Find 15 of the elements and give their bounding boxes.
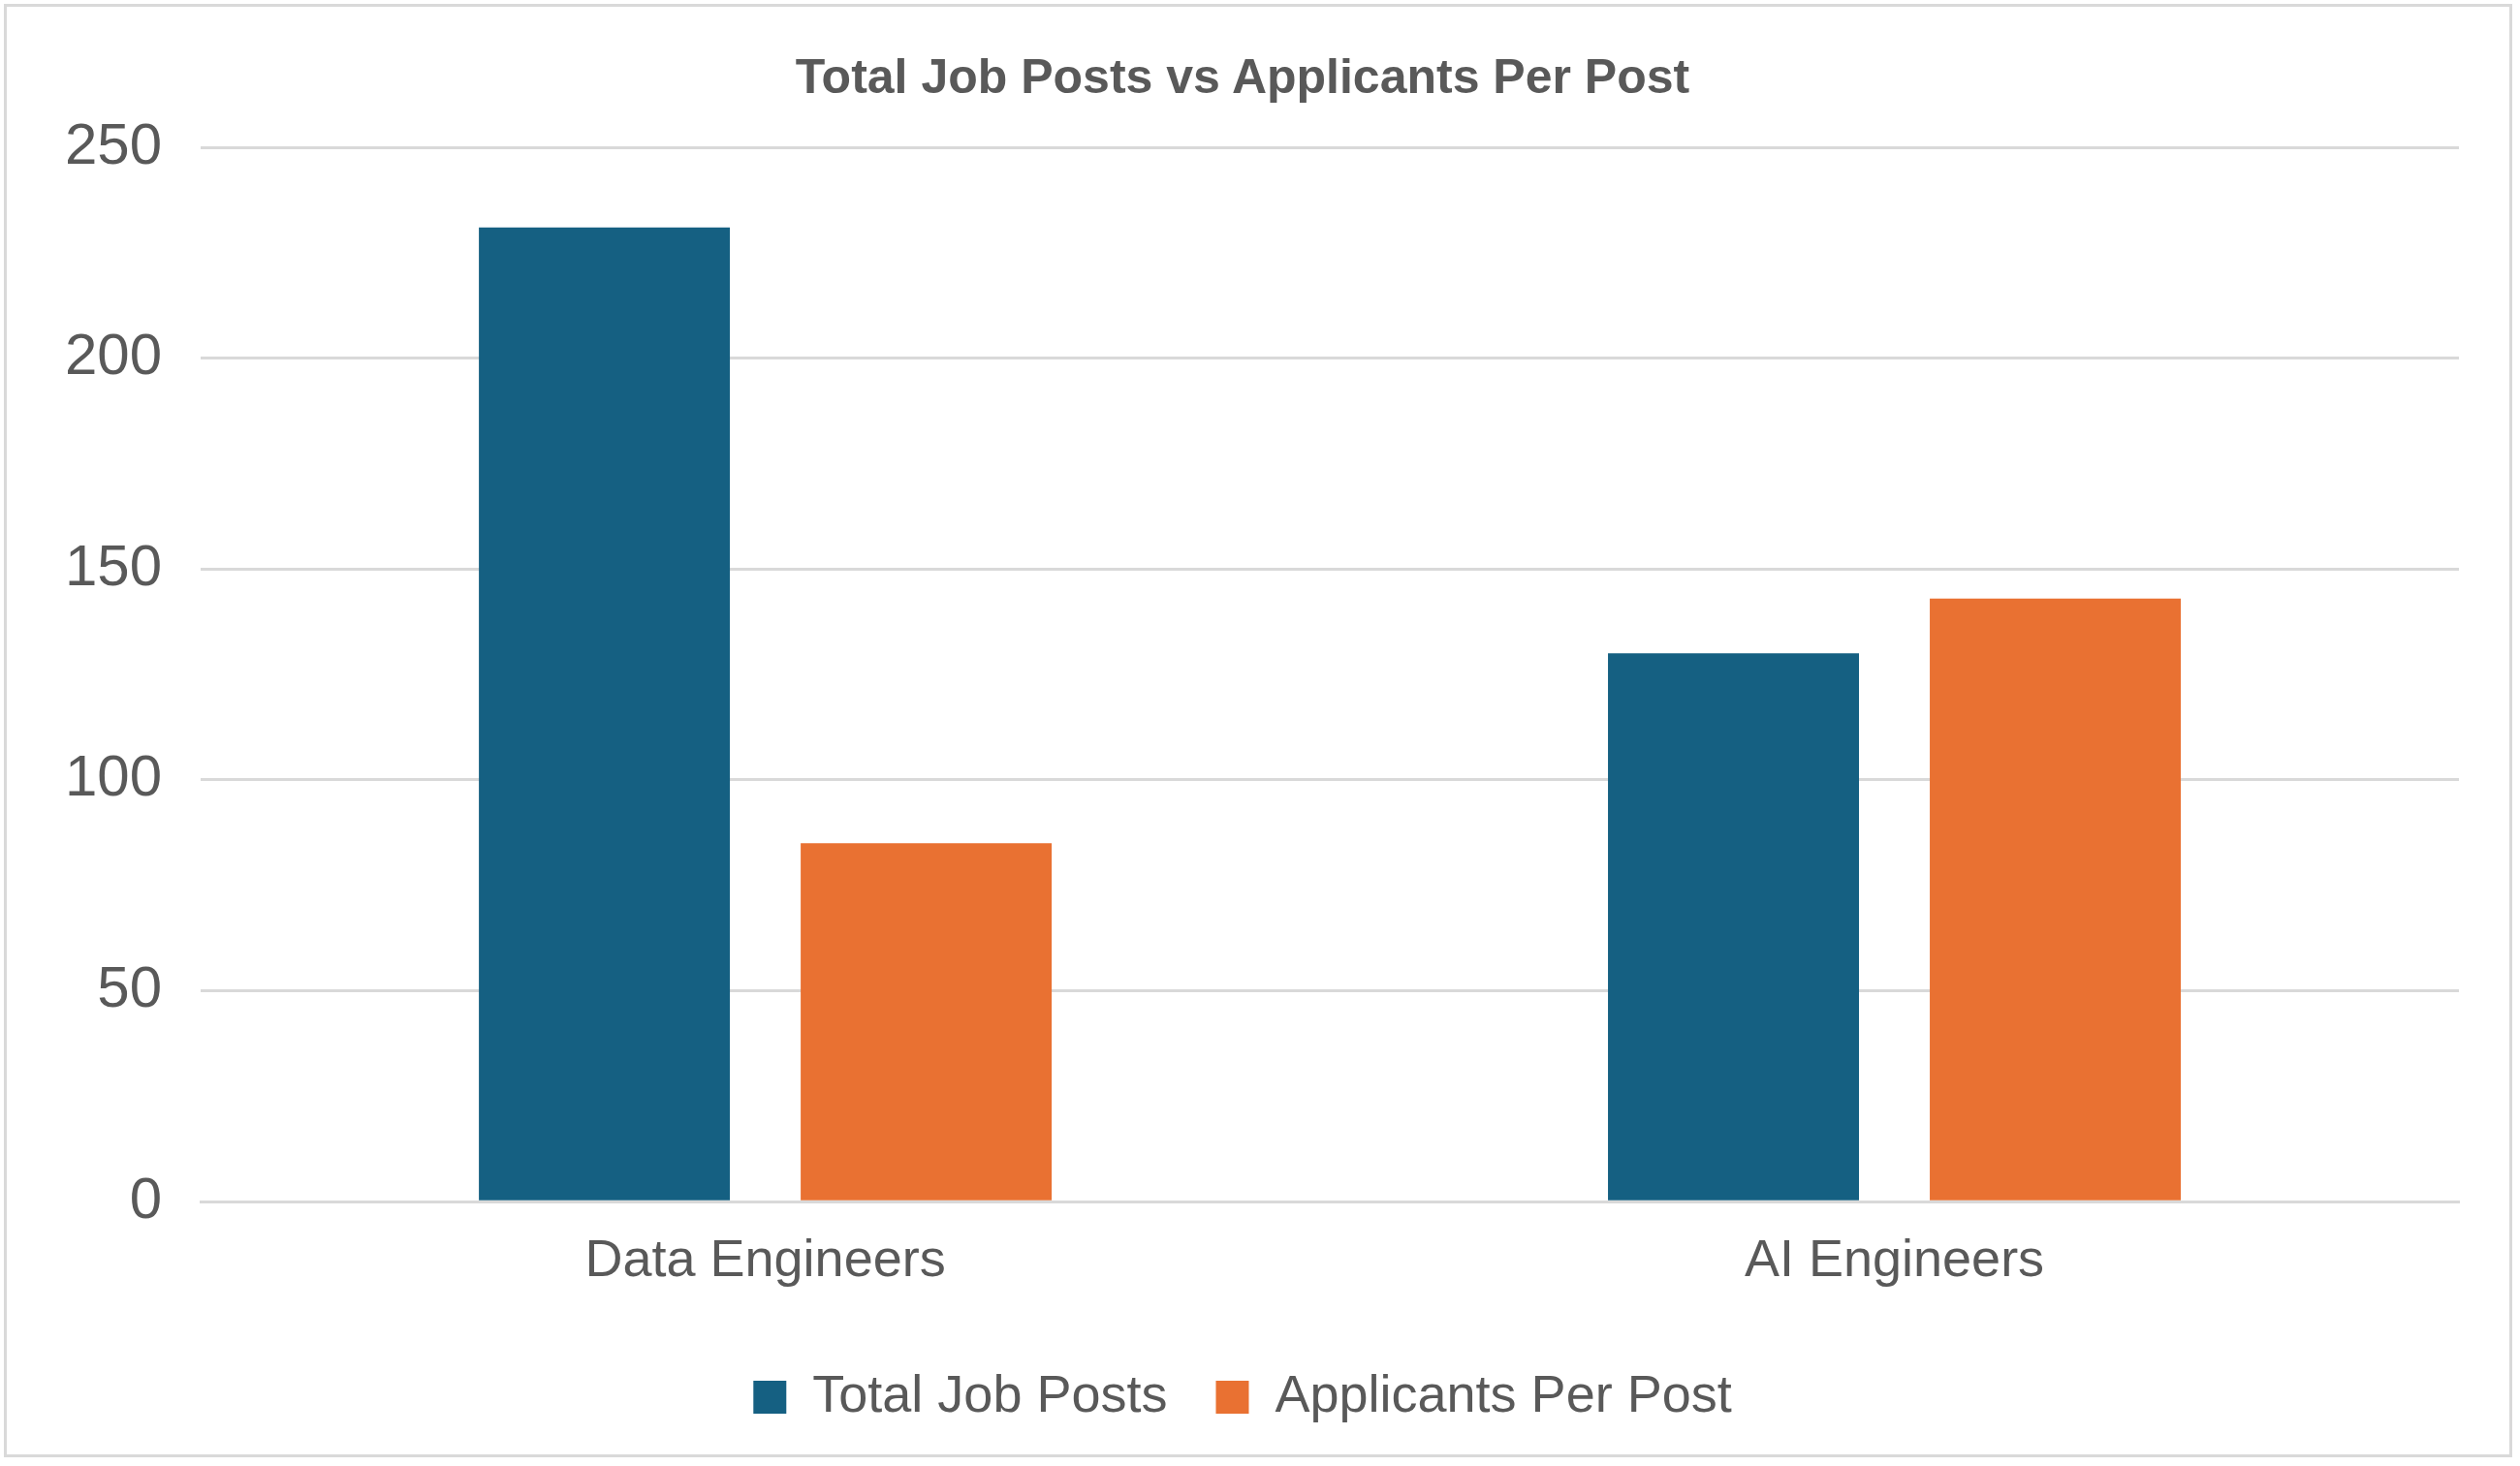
x-tick-label: Data Engineers [584, 1229, 946, 1288]
y-tick-label: 50 [97, 954, 163, 1020]
y-tick-label: 250 [65, 110, 163, 176]
x-tick-label: AI Engineers [1744, 1229, 2045, 1288]
y-tick-label: 150 [65, 532, 163, 598]
y-tick-label: 0 [129, 1165, 163, 1231]
legend-label: Applicants Per Post [1275, 1363, 1732, 1422]
bar [1930, 598, 2182, 1201]
legend-label: Total Job Posts [812, 1363, 1168, 1422]
bar [1608, 653, 1860, 1201]
bar [479, 227, 731, 1201]
chart-title: Total Job Posts vs Applicants Per Post [795, 48, 1690, 104]
y-tick-label: 200 [65, 322, 163, 388]
y-tick-label: 100 [65, 743, 163, 809]
bar [801, 843, 1053, 1201]
